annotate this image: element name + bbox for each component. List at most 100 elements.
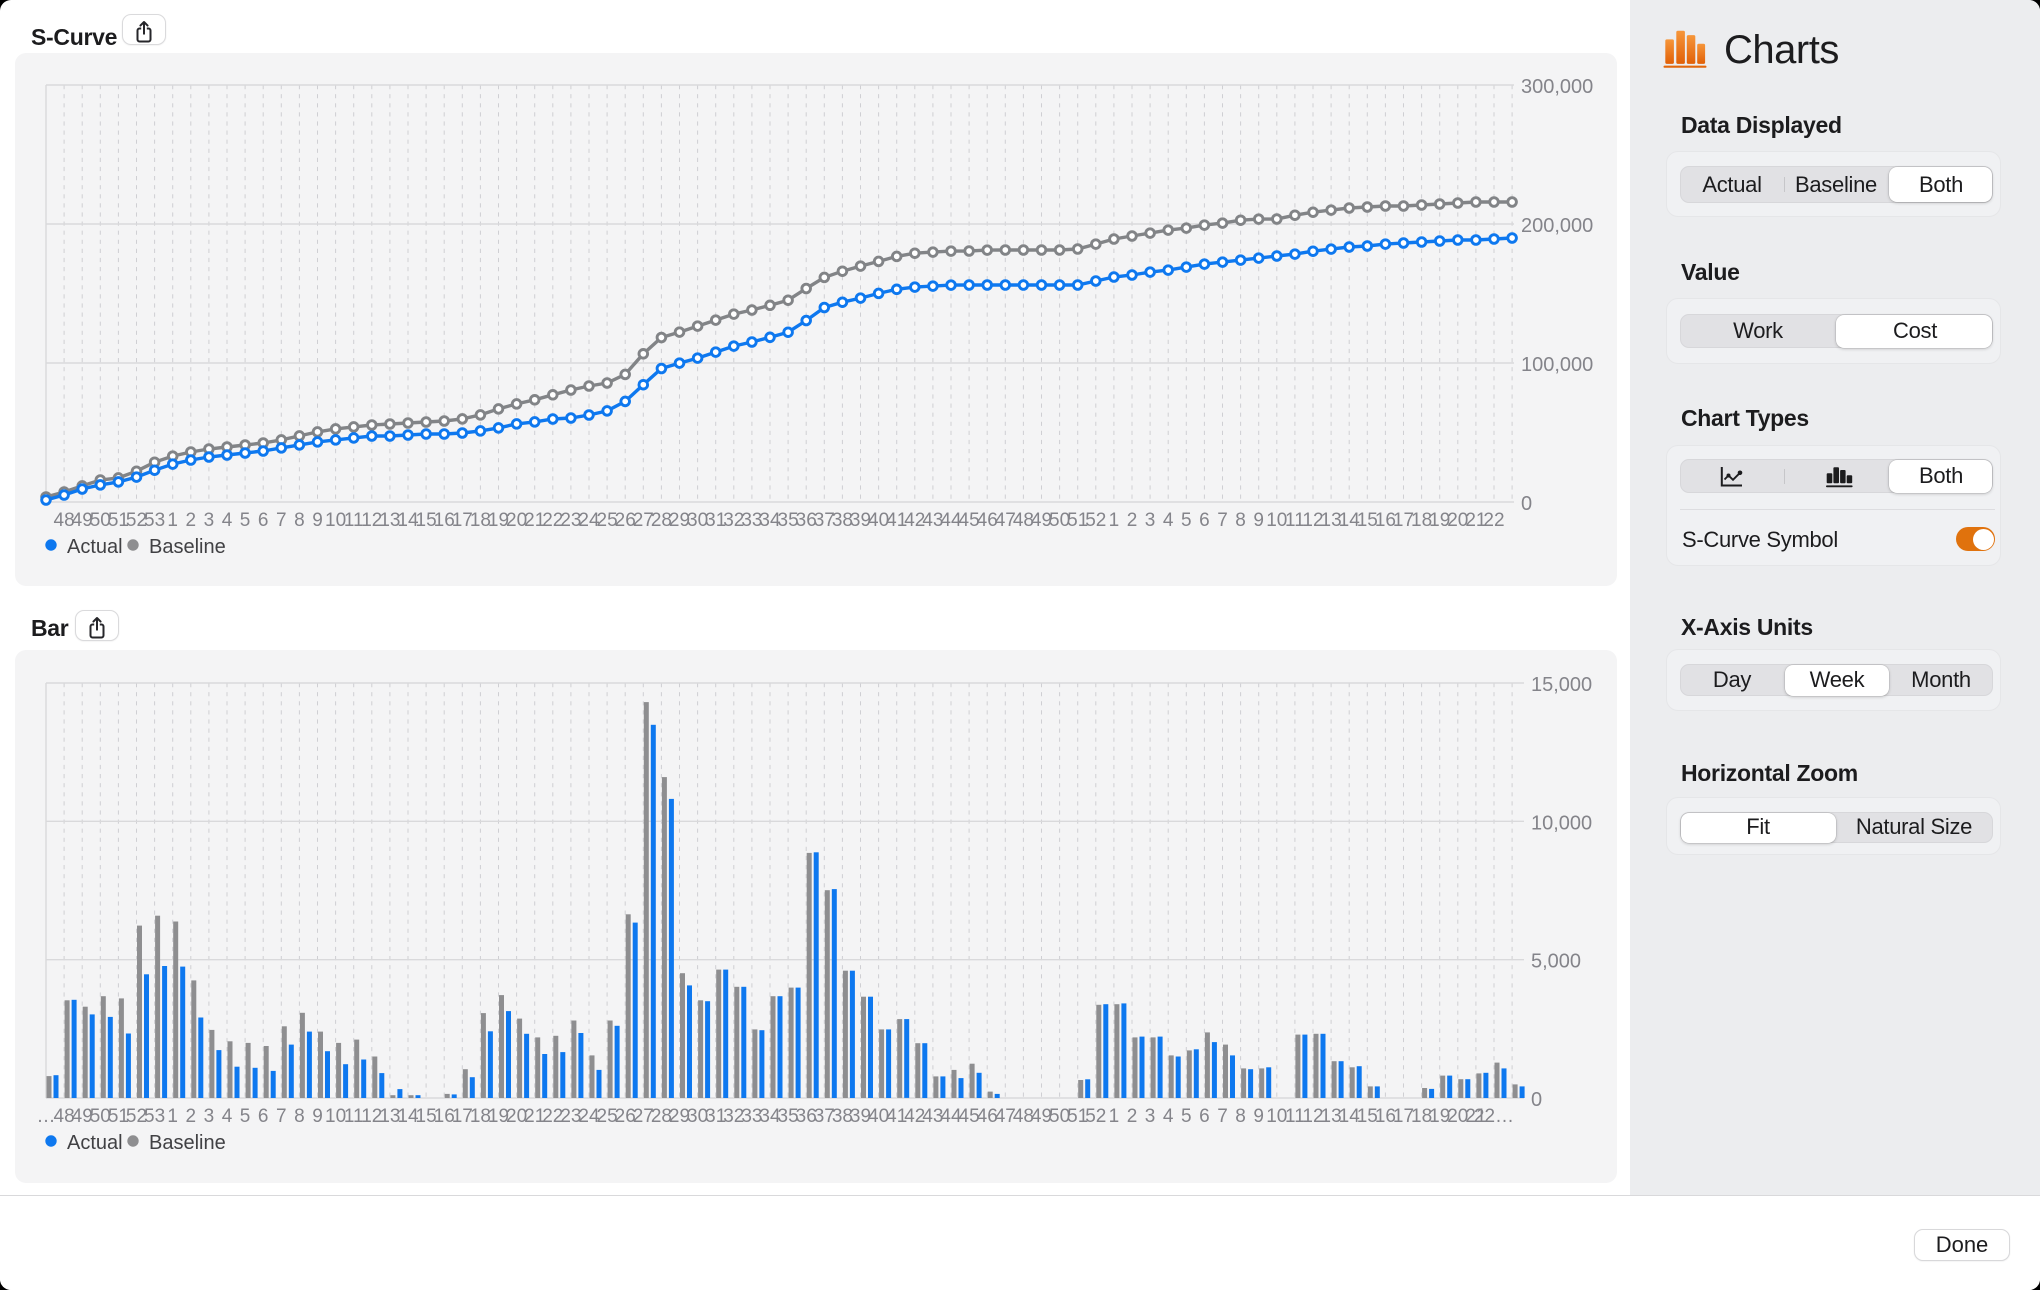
svg-text:31: 31 <box>705 1106 726 1127</box>
svg-text:12: 12 <box>361 1106 382 1127</box>
svg-text:17: 17 <box>1393 510 1414 531</box>
svg-text:15,000: 15,000 <box>1531 674 1592 696</box>
svg-text:36: 36 <box>796 1106 817 1127</box>
svg-text:33: 33 <box>741 510 762 531</box>
svg-text:13: 13 <box>1321 1106 1342 1127</box>
svg-text:6: 6 <box>1199 510 1210 531</box>
svg-text:19: 19 <box>488 1106 509 1127</box>
svg-text:29: 29 <box>669 510 690 531</box>
svg-text:3: 3 <box>1145 1106 1156 1127</box>
svg-text:8: 8 <box>294 510 305 531</box>
svg-text:27: 27 <box>633 1106 654 1127</box>
svg-text:22: 22 <box>542 510 563 531</box>
svg-text:46: 46 <box>977 510 998 531</box>
svg-text:38: 38 <box>832 1106 853 1127</box>
svg-text:21: 21 <box>1465 1106 1486 1127</box>
svg-text:22: 22 <box>1483 510 1504 531</box>
svg-text:49: 49 <box>1031 510 1052 531</box>
svg-text:34: 34 <box>759 510 781 531</box>
svg-text:1: 1 <box>1109 510 1120 531</box>
svg-text:42: 42 <box>904 510 925 531</box>
svg-text:10: 10 <box>1266 1106 1287 1127</box>
svg-text:43: 43 <box>922 510 943 531</box>
svg-text:47: 47 <box>995 1106 1016 1127</box>
svg-text:11: 11 <box>344 1106 364 1127</box>
svg-text:28: 28 <box>651 1106 672 1127</box>
svg-text:40: 40 <box>868 510 889 531</box>
svg-text:11: 11 <box>344 510 364 531</box>
svg-text:7: 7 <box>276 1106 287 1127</box>
svg-text:20: 20 <box>506 510 527 531</box>
svg-text:13: 13 <box>379 1106 400 1127</box>
svg-text:42: 42 <box>904 1106 925 1127</box>
svg-text:48: 48 <box>1013 1106 1034 1127</box>
svg-text:26: 26 <box>615 1106 636 1127</box>
svg-text:23: 23 <box>560 1106 581 1127</box>
svg-text:15: 15 <box>1357 1106 1378 1127</box>
svg-text:44: 44 <box>940 1106 962 1127</box>
svg-text:18: 18 <box>1411 510 1432 531</box>
svg-text:14: 14 <box>1339 510 1361 531</box>
svg-text:10: 10 <box>325 1106 346 1127</box>
svg-text:8: 8 <box>294 1106 305 1127</box>
svg-text:52: 52 <box>1085 1106 1106 1127</box>
svg-text:17: 17 <box>452 510 473 531</box>
svg-text:17: 17 <box>452 1106 473 1127</box>
svg-text:39: 39 <box>850 1106 871 1127</box>
svg-text:21: 21 <box>1465 510 1486 531</box>
svg-text:100,000: 100,000 <box>1521 354 1593 376</box>
svg-text:10: 10 <box>325 510 346 531</box>
svg-text:1: 1 <box>1109 1106 1120 1127</box>
svg-text:50: 50 <box>1049 510 1070 531</box>
svg-text:8: 8 <box>1235 1106 1246 1127</box>
svg-text:37: 37 <box>814 1106 835 1127</box>
svg-text:39: 39 <box>850 510 871 531</box>
svg-text:37: 37 <box>814 510 835 531</box>
svg-text:35: 35 <box>778 1106 799 1127</box>
svg-text:12: 12 <box>361 510 382 531</box>
svg-text:1: 1 <box>167 1106 178 1127</box>
svg-text:2: 2 <box>1127 1106 1138 1127</box>
svg-text:19: 19 <box>488 510 509 531</box>
svg-text:25: 25 <box>597 1106 618 1127</box>
svg-text:18: 18 <box>1411 1106 1432 1127</box>
svg-text:15: 15 <box>416 510 437 531</box>
svg-text:20: 20 <box>1447 510 1468 531</box>
svg-text:50: 50 <box>90 1106 111 1127</box>
svg-text:45: 45 <box>959 510 980 531</box>
svg-text:51: 51 <box>108 1106 129 1127</box>
svg-text:5: 5 <box>240 510 251 531</box>
svg-text:50: 50 <box>90 510 111 531</box>
svg-text:1: 1 <box>167 510 178 531</box>
svg-text:51: 51 <box>1067 510 1088 531</box>
svg-text:5,000: 5,000 <box>1531 951 1581 973</box>
svg-text:4: 4 <box>222 510 233 531</box>
svg-text:20: 20 <box>506 1106 527 1127</box>
svg-text:5: 5 <box>1181 1106 1192 1127</box>
svg-text:27: 27 <box>633 510 654 531</box>
svg-text:29: 29 <box>669 1106 690 1127</box>
svg-text:53: 53 <box>144 1106 165 1127</box>
svg-text:17: 17 <box>1393 1106 1414 1127</box>
svg-text:5: 5 <box>1181 510 1192 531</box>
svg-text:…: … <box>37 1106 56 1127</box>
svg-text:49: 49 <box>1031 1106 1052 1127</box>
svg-text:43: 43 <box>922 1106 943 1127</box>
svg-text:19: 19 <box>1429 510 1450 531</box>
svg-text:21: 21 <box>524 510 545 531</box>
svg-text:7: 7 <box>276 510 287 531</box>
svg-text:31: 31 <box>705 510 726 531</box>
svg-text:14: 14 <box>397 510 419 531</box>
svg-text:16: 16 <box>1375 510 1396 531</box>
svg-text:12: 12 <box>1302 510 1323 531</box>
svg-text:35: 35 <box>778 510 799 531</box>
svg-text:2: 2 <box>186 510 197 531</box>
svg-text:21: 21 <box>524 1106 545 1127</box>
svg-text:26: 26 <box>615 510 636 531</box>
svg-text:7: 7 <box>1217 1106 1228 1127</box>
svg-text:16: 16 <box>434 1106 455 1127</box>
svg-text:19: 19 <box>1429 1106 1450 1127</box>
svg-text:0: 0 <box>1521 493 1532 515</box>
svg-text:3: 3 <box>204 510 215 531</box>
svg-text:6: 6 <box>258 510 269 531</box>
